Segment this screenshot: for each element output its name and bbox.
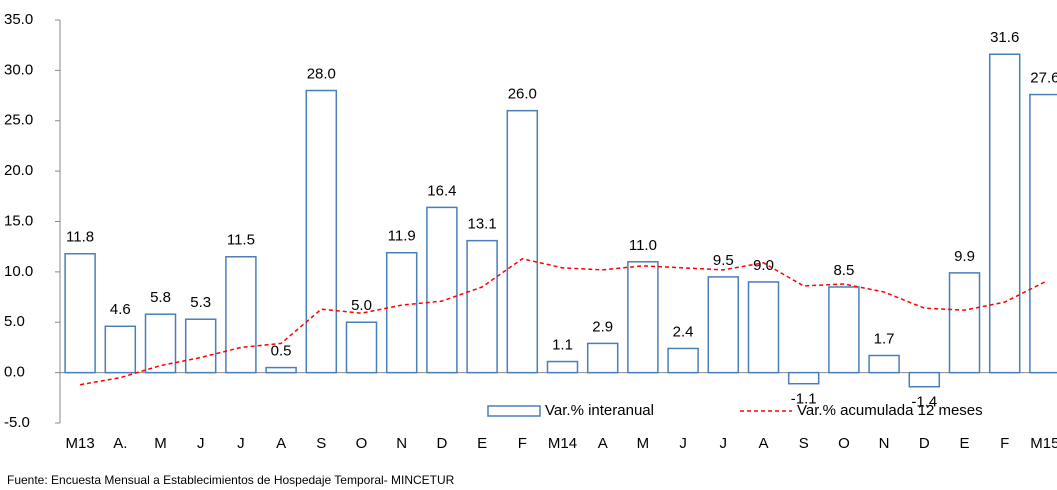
data-label: 27.6: [1030, 70, 1057, 87]
x-tick-label: N: [879, 435, 890, 452]
data-label: 9.0: [753, 257, 774, 274]
bar: [546, 360, 579, 374]
legend-label: Var.% interanual: [545, 402, 654, 419]
data-label: -1.1: [791, 391, 817, 408]
x-tick-label: S: [316, 435, 326, 452]
y-tick-label: 30.0: [4, 61, 33, 78]
line: [79, 258, 1046, 386]
x-tick-label: J: [679, 435, 687, 452]
bar: [868, 354, 900, 374]
bar: [707, 276, 740, 374]
data-label: 4.6: [110, 301, 131, 318]
x-tick-label: A: [598, 435, 608, 452]
data-label: 9.9: [954, 248, 975, 265]
x-tick-label: M14: [548, 435, 577, 452]
data-label: 31.6: [990, 29, 1019, 46]
data-label: -1.4: [911, 394, 937, 411]
x-tick-label: M: [154, 435, 167, 452]
data-label: 8.5: [833, 262, 854, 279]
legend-label: Var.% acumulada 12 meses: [797, 402, 983, 419]
data-label: 26.0: [508, 86, 537, 103]
bar: [908, 371, 941, 388]
y-tick-label: 0.0: [4, 364, 25, 381]
data-label: 5.0: [351, 297, 372, 314]
bar: [305, 89, 338, 374]
x-tick-label: O: [838, 435, 850, 452]
y-tick-label: 5.0: [4, 313, 25, 330]
bar: [104, 325, 137, 374]
x-tick-label: M13: [66, 435, 95, 452]
bar: [1029, 93, 1057, 374]
bar: [466, 239, 498, 374]
x-tick-label: A: [276, 435, 286, 452]
y-tick-label: -5.0: [4, 414, 30, 431]
bar: [948, 272, 981, 374]
data-label: 13.1: [467, 216, 496, 233]
data-label: 11.8: [66, 229, 94, 246]
bar: [506, 109, 539, 374]
bar: [988, 53, 1021, 374]
x-tick-label: E: [959, 435, 969, 452]
data-label: 2.4: [673, 323, 694, 340]
bar: [64, 252, 96, 374]
bar: [265, 366, 297, 374]
x-tick-label: F: [1000, 435, 1009, 452]
bar: [667, 347, 699, 374]
data-label: 28.0: [307, 65, 336, 82]
x-tick-label: D: [436, 435, 447, 452]
source: Fuente: Encuesta Mensual a Establecimien…: [7, 473, 455, 487]
data-label: 16.4: [427, 182, 456, 199]
x-tick-label: D: [919, 435, 930, 452]
data-label: 5.3: [190, 294, 211, 311]
data-label: 1.7: [874, 330, 895, 347]
x-tick-label: S: [799, 435, 809, 452]
legend-swatch: [487, 405, 541, 417]
data-label: 11.9: [388, 228, 416, 245]
data-label: 0.5: [271, 343, 292, 360]
y-tick-label: 15.0: [4, 212, 33, 229]
x-tick-label: A.: [113, 435, 127, 452]
x-tick-label: O: [356, 435, 368, 452]
bar: [345, 321, 378, 374]
y-tick-label: 25.0: [4, 112, 33, 129]
bar: [828, 286, 860, 374]
x-tick-label: E: [477, 435, 487, 452]
x-tick-label: A: [758, 435, 768, 452]
bar: [627, 261, 659, 374]
data-label: 11.5: [227, 232, 255, 249]
bar: [787, 371, 820, 385]
data-label: 2.9: [592, 318, 613, 335]
bar: [225, 256, 257, 374]
x-tick-label: M: [637, 435, 650, 452]
bar: [747, 281, 780, 374]
x-tick-label: F: [518, 435, 527, 452]
x-tick-label: J: [720, 435, 728, 452]
bar: [184, 318, 217, 374]
x-tick-label: J: [197, 435, 205, 452]
y-tick-label: 10.0: [4, 263, 33, 280]
x-tick-label: N: [396, 435, 407, 452]
data-label: 5.8: [150, 289, 171, 306]
bar: [385, 251, 418, 374]
x-tick-label: J: [237, 435, 245, 452]
y-tick-label: 35.0: [4, 11, 33, 28]
y-tick-label: 20.0: [4, 162, 33, 179]
bar: [586, 342, 619, 374]
data-label: 11.0: [629, 237, 657, 254]
bar: [426, 206, 458, 374]
data-label: 9.5: [713, 252, 734, 269]
data-label: 1.1: [552, 337, 573, 354]
x-tick-label: M15: [1030, 435, 1057, 452]
